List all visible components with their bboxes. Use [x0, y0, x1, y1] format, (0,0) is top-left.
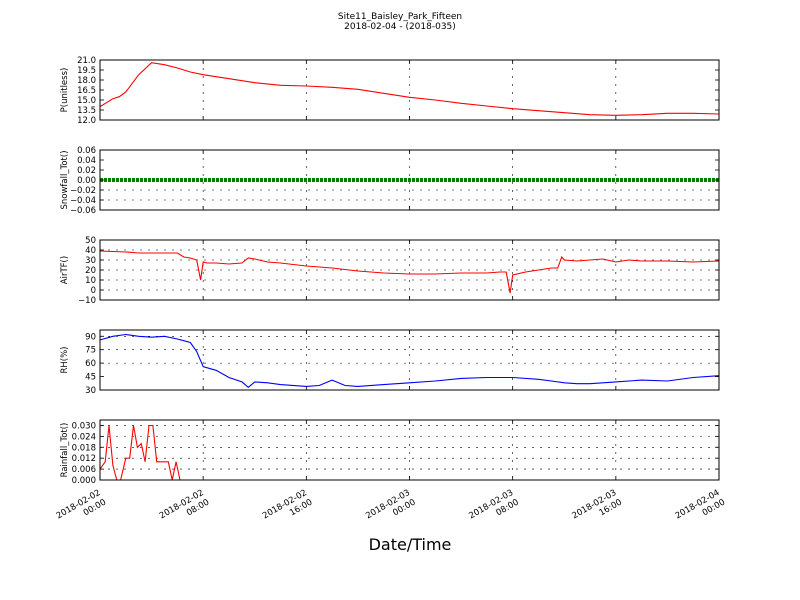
- series-line: [100, 62, 719, 116]
- y-tick-label: 30: [85, 256, 96, 266]
- y-tick-label: 16.5: [77, 86, 96, 96]
- y-tick-label: 30: [85, 386, 96, 396]
- y-tick-label: −0.02: [70, 186, 96, 196]
- y-tick-label: 50: [85, 236, 96, 246]
- y-tick-label: 15.0: [77, 96, 96, 106]
- x-tick-label: 2018-02-0300:00: [364, 488, 417, 531]
- y-tick-label: −0.06: [70, 206, 96, 216]
- x-tick-label: 2018-02-0400:00: [674, 488, 727, 531]
- y-tick-label: 45: [85, 373, 96, 383]
- y-tick-label: 12.0: [77, 116, 96, 126]
- y-tick-label: 20: [85, 266, 96, 276]
- y-tick-label: 40: [85, 246, 96, 256]
- x-tick-label: 2018-02-0208:00: [158, 488, 211, 531]
- y-tick-label: −10: [78, 296, 96, 306]
- chart-panels: 12.013.515.016.518.019.521.0 P(unitless) −…: [55, 56, 727, 531]
- y-axis-label: P(unitless): [60, 68, 70, 113]
- x-axis-label: Date/Time: [369, 535, 452, 554]
- y-tick-label: 0.000: [72, 476, 96, 486]
- y-tick-label: 21.0: [77, 56, 96, 66]
- y-tick-label: 90: [85, 332, 96, 342]
- x-tick-label: 2018-02-0216:00: [261, 488, 314, 531]
- series-line: [100, 333, 719, 389]
- y-tick-label: 10: [85, 276, 96, 286]
- x-tick-label: 2018-02-0308:00: [467, 488, 520, 531]
- y-tick-label: 13.5: [77, 106, 96, 116]
- y-tick-label: −0.04: [70, 196, 96, 206]
- y-tick-label: 0.00: [77, 176, 96, 186]
- y-axis-label: AirTF(): [60, 256, 70, 284]
- x-tick-label: 2018-02-0200:00: [55, 488, 108, 531]
- series-line: [100, 424, 719, 480]
- panel-1: 12.013.515.016.518.019.521.0 P(unitless): [60, 56, 720, 126]
- panel-5: 0.0000.0060.0120.0180.0240.030Rainfall_T…: [60, 419, 720, 486]
- y-tick-label: 0.012: [72, 454, 96, 464]
- y-tick-label: 18.0: [77, 76, 96, 86]
- y-tick-label: 0: [91, 286, 96, 296]
- panel-2: −0.06−0.04−0.020.000.020.040.06 Snowfall_…: [60, 146, 720, 216]
- y-tick-label: 19.5: [77, 66, 96, 76]
- panel-4: 30 45 60 75 90 RH(%): [60, 329, 720, 396]
- y-tick-label: 0.030: [72, 421, 96, 431]
- figure-subtitle: 2018-02-04 - (2018-035): [344, 22, 456, 32]
- y-axis-label: RH(%): [60, 346, 70, 373]
- y-tick-label: 60: [85, 359, 96, 369]
- y-axis-label: Snowfall_Tot(): [60, 150, 70, 209]
- y-axis-label: Rainfall_Tot(): [60, 423, 70, 478]
- series-line: [100, 250, 719, 294]
- y-tick-label: 0.06: [77, 146, 96, 156]
- y-tick-label: 0.006: [72, 465, 96, 475]
- x-tick-label: 2018-02-0316:00: [571, 488, 624, 531]
- y-tick-label: 0.02: [77, 166, 96, 176]
- y-tick-label: 0.04: [77, 156, 96, 166]
- y-tick-label: 0.018: [72, 443, 96, 453]
- y-tick-label: 75: [85, 346, 96, 356]
- y-tick-label: 0.024: [72, 432, 96, 442]
- figure-title: Site11_Baisley_Park_Fifteen: [338, 12, 462, 22]
